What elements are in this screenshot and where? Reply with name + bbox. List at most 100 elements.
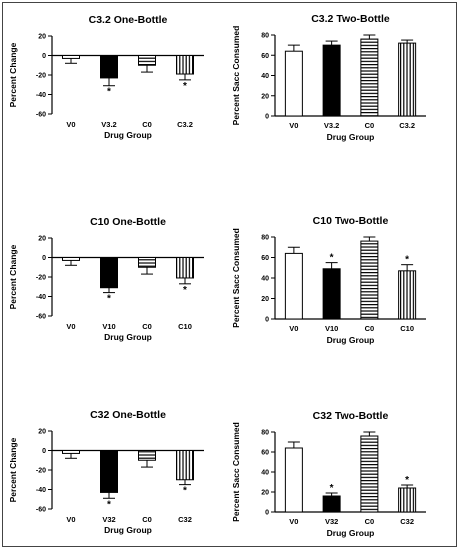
y-tick-label: -60 (36, 507, 46, 514)
x-axis-label: Drug Group (327, 335, 375, 345)
y-tick-label: 20 (261, 93, 269, 100)
bar-v10 (323, 269, 340, 319)
bar-v32 (323, 496, 340, 512)
y-tick-label: -60 (36, 314, 46, 321)
bar-v0 (285, 253, 302, 319)
y-tick-label: -40 (36, 487, 46, 494)
x-axis-label: Drug Group (104, 332, 152, 342)
y-tick-label: -40 (36, 294, 46, 301)
x-tick-label: C0 (365, 517, 375, 526)
significance-marker: * (107, 499, 111, 510)
x-tick-label: C32 (178, 515, 192, 524)
bar-v3-2 (101, 56, 118, 78)
y-tick-label: 0 (42, 255, 46, 262)
y-tick-label: 0 (265, 114, 269, 121)
x-tick-label: C0 (142, 322, 152, 331)
y-tick-label: 80 (261, 235, 269, 242)
x-tick-label: V0 (289, 324, 298, 333)
bar-v0 (63, 258, 80, 261)
y-axis-label: Percent Sacc Consumed (231, 26, 241, 126)
y-tick-label: 20 (38, 429, 46, 436)
x-tick-label: C10 (178, 322, 192, 331)
chart-panel-3: C10 One-BottlePercent Change200-20-40-60… (8, 216, 204, 342)
x-tick-label: V32 (102, 515, 115, 524)
chart-title: C3.2 One-Bottle (89, 14, 168, 26)
chart-title: C3.2 Two-Bottle (311, 13, 390, 25)
significance-marker: * (107, 87, 111, 98)
x-axis-label: Drug Group (104, 525, 152, 535)
significance-marker: * (183, 81, 187, 92)
x-tick-label: C3.2 (177, 120, 193, 129)
y-tick-label: -60 (36, 112, 46, 119)
y-tick-label: -20 (36, 73, 46, 80)
x-tick-label: C10 (400, 324, 414, 333)
bar-c3-2 (177, 56, 194, 75)
chart-panel-6: C32 Two-Bottle Percent Sacc Consumed 0 20 40… (231, 410, 426, 538)
bar-v0 (63, 451, 80, 454)
chart-title: C32 One-Bottle (90, 409, 166, 421)
y-tick-label: 0 (265, 317, 269, 324)
bar-c0 (361, 241, 378, 319)
x-tick-label: C0 (365, 324, 375, 333)
y-tick-label: 60 (261, 450, 269, 457)
bar-c0 (139, 451, 156, 461)
bar-c0 (139, 258, 156, 268)
bar-c0 (139, 56, 156, 66)
bar-c0 (361, 39, 378, 116)
y-tick-label: 0 (42, 448, 46, 455)
y-axis-label: Percent Sacc Consumed (231, 228, 241, 328)
x-axis-label: Drug Group (104, 130, 152, 140)
y-tick-label: 20 (261, 296, 269, 303)
bar-v0 (63, 56, 80, 59)
chart-title: C32 Two-Bottle (313, 410, 389, 422)
x-tick-label: C0 (142, 515, 152, 524)
y-axis-label: Percent Change (8, 244, 18, 309)
bar-v10 (101, 258, 118, 288)
bar-v32 (101, 451, 118, 493)
bar-c10 (399, 271, 416, 319)
y-axis-label: Percent Change (8, 437, 18, 502)
y-tick-label: 40 (261, 73, 269, 80)
x-tick-label: V3.2 (324, 121, 339, 130)
x-tick-label: V10 (102, 322, 115, 331)
y-tick-label: -40 (36, 92, 46, 99)
significance-marker: * (183, 285, 187, 296)
y-tick-label: 80 (261, 33, 269, 40)
chart-panel-1: C3.2 One-Bottle Percent Change 20 0 -20 -40 -6… (8, 14, 204, 140)
y-tick-label: 0 (265, 510, 269, 517)
x-tick-label: C0 (142, 120, 152, 129)
x-tick-label: V0 (66, 120, 75, 129)
bar-c0 (361, 436, 378, 512)
x-axis-label: Drug Group (327, 132, 375, 142)
x-tick-label: V0 (289, 517, 298, 526)
y-tick-label: 20 (261, 490, 269, 497)
y-tick-label: 0 (42, 53, 46, 60)
chart-panel-2: C3.2 Two-Bottle Percent Sacc Consumed 0 20 4… (231, 13, 426, 142)
chart-panel-5: C32 One-Bottle Percent Change 20 0 -20 -40 -60… (8, 409, 204, 535)
x-axis-label: Drug Group (327, 528, 375, 538)
significance-marker: * (330, 253, 334, 264)
significance-marker: * (405, 475, 409, 486)
x-tick-label: V10 (325, 324, 338, 333)
significance-marker: * (405, 255, 409, 266)
y-tick-label: 20 (38, 236, 46, 243)
bar-v0 (285, 448, 302, 512)
x-tick-label: C3.2 (399, 121, 415, 130)
bar-c32 (177, 451, 194, 480)
y-axis-label: Percent Change (8, 42, 18, 107)
significance-marker: * (330, 483, 334, 494)
bar-c10 (177, 258, 194, 278)
y-tick-label: 40 (261, 276, 269, 283)
x-tick-label: V0 (66, 322, 75, 331)
x-tick-label: V32 (325, 517, 338, 526)
chart-title: C10 Two-Bottle (313, 215, 389, 227)
bar-c32 (399, 488, 416, 512)
y-tick-label: -20 (36, 275, 46, 282)
y-tick-label: 40 (261, 470, 269, 477)
y-axis-label: Percent Sacc Consumed (231, 422, 241, 522)
x-tick-label: V0 (289, 121, 298, 130)
y-tick-label: 80 (261, 430, 269, 437)
significance-marker: * (183, 486, 187, 497)
x-tick-label: C0 (365, 121, 375, 130)
